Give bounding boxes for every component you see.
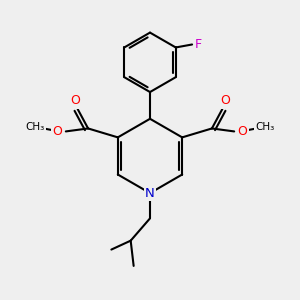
- Text: CH₃: CH₃: [256, 122, 275, 132]
- Text: O: O: [238, 125, 248, 138]
- Text: F: F: [195, 38, 202, 51]
- Text: N: N: [145, 187, 155, 200]
- Text: O: O: [52, 125, 62, 138]
- Text: O: O: [70, 94, 80, 107]
- Text: O: O: [220, 94, 230, 107]
- Text: CH₃: CH₃: [25, 122, 44, 132]
